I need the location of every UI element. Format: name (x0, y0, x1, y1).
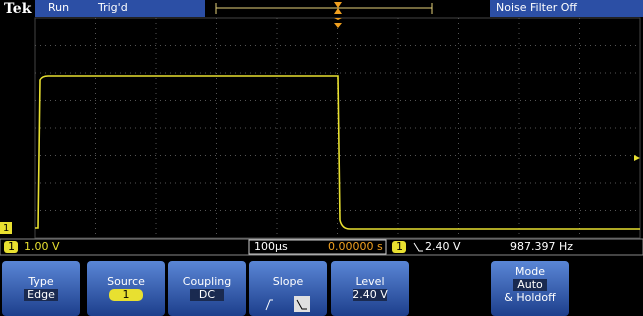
menu-label: Slope (273, 275, 304, 288)
noise-filter: Noise Filter Off (496, 1, 577, 14)
menu-value: 2.40 V (352, 288, 388, 301)
trigger-level: 2.40 V (425, 240, 461, 253)
menu-label: Coupling (183, 275, 231, 288)
menu-label: Source (107, 275, 145, 288)
brand: Tek (4, 1, 32, 17)
menu-value: DC (199, 288, 215, 301)
menu-label: Mode (515, 265, 545, 278)
trigger-position: 0.00000 s (328, 240, 383, 253)
ground-marker: 1 (3, 223, 9, 234)
run-state: Run (48, 1, 69, 14)
trigger-channel: 1 (396, 240, 403, 253)
frequency: 987.397 Hz (510, 240, 573, 253)
menu-button[interactable] (249, 261, 327, 316)
menu-extra: & Holdoff (504, 291, 556, 304)
trigger-state: Trig'd (97, 1, 128, 14)
channel: 1 (8, 240, 15, 253)
menu-value: Auto (517, 278, 543, 291)
menu-label: Type (27, 275, 53, 288)
falling-slope-box (294, 296, 310, 312)
graticule (35, 18, 640, 238)
menu-value: Edge (27, 288, 55, 301)
scope-screen: Tek Run Trig'd Noise Filter Off 1 1 1.00… (0, 0, 643, 316)
time-per-div: 100µs (254, 240, 288, 253)
volts-per-div: 1.00 V (24, 240, 60, 253)
menu-value: 1 (123, 288, 130, 301)
menu-label: Level (355, 275, 384, 288)
